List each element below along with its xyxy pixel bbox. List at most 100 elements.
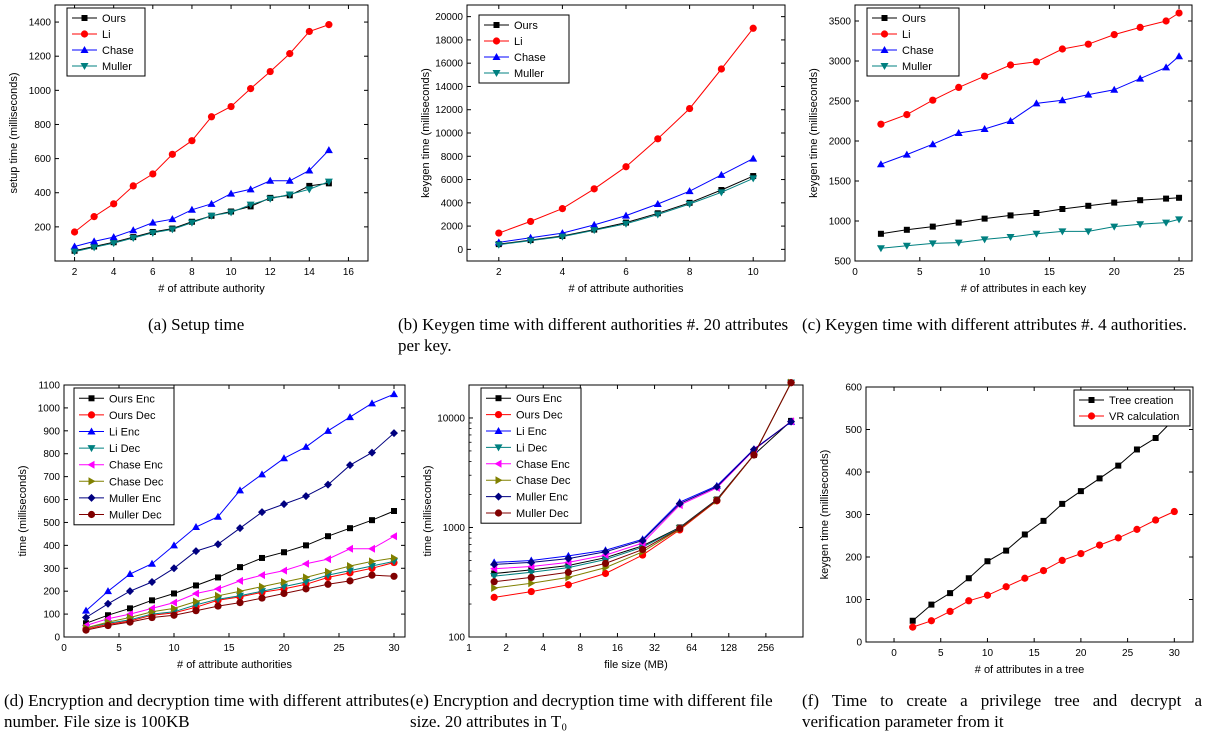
data-point — [750, 451, 757, 458]
data-point — [1033, 58, 1040, 65]
chart-3: 0 5 10 15 20 25500100015002000250030003500# o… — [808, 5, 1192, 295]
data-point — [877, 245, 885, 252]
data-point — [565, 581, 572, 588]
series-line — [499, 176, 753, 244]
legend-label: Muller Enc — [109, 493, 161, 505]
legend: OursLiChaseMuller — [867, 8, 959, 76]
data-point — [325, 146, 333, 153]
data-point — [491, 594, 498, 601]
data-point — [170, 564, 178, 572]
y-tick-label: 100 — [845, 595, 862, 606]
data-point — [591, 185, 598, 192]
data-point — [258, 508, 266, 516]
data-point — [1007, 117, 1015, 124]
chart-6: 0 5 10 15 20 25 300100200300400500600# of attr… — [819, 383, 1193, 677]
data-point — [984, 558, 990, 564]
legend-label: Li Enc — [516, 426, 547, 438]
legend-label: Ours — [102, 13, 126, 25]
data-point — [346, 413, 354, 420]
data-point — [169, 151, 176, 158]
data-point — [1040, 567, 1047, 574]
data-point — [347, 525, 353, 531]
x-tick-label: 256 — [758, 643, 775, 654]
legend-label: Ours Enc — [109, 393, 155, 405]
data-point — [965, 597, 972, 604]
y-tick-label: 500 — [834, 257, 851, 268]
legend-label: Muller Dec — [109, 510, 162, 522]
legend-marker — [493, 37, 500, 44]
series-line — [499, 159, 753, 243]
data-point — [302, 443, 310, 450]
x-tick-label: 12 — [265, 267, 277, 278]
y-tick-label: 8000 — [441, 152, 464, 163]
data-point — [676, 525, 683, 532]
y-axis-label: time (milliseconds) — [422, 465, 434, 556]
x-tick-label: 20 — [1109, 267, 1121, 278]
data-point — [966, 575, 972, 581]
data-point — [302, 560, 309, 568]
data-point — [1111, 31, 1118, 38]
data-point — [1175, 9, 1182, 16]
y-tick-label: 16000 — [435, 59, 463, 70]
x-tick-label: 8 — [578, 643, 584, 654]
y-tick-label: 1000 — [443, 523, 466, 534]
data-point — [236, 486, 244, 493]
data-point — [390, 573, 397, 580]
legend-label: Li — [514, 36, 523, 48]
data-point — [903, 151, 911, 158]
data-point — [390, 390, 398, 397]
legend-label: Tree creation — [1109, 395, 1173, 407]
legend-label: Chase — [514, 52, 546, 64]
data-point — [82, 627, 89, 634]
data-point — [528, 588, 535, 595]
y-axis-label: keygen time (milliseconds) — [420, 68, 432, 198]
y-tick-label: 14000 — [435, 82, 463, 93]
data-point — [1059, 206, 1065, 212]
caption-enc-dec-attributes: (d) Encryption and decryption time with … — [4, 690, 409, 732]
y-tick-label: 800 — [43, 449, 60, 460]
data-point — [171, 590, 177, 596]
legend-label: Chase Dec — [516, 475, 571, 487]
data-point — [528, 574, 535, 581]
y-tick-label: 3000 — [829, 57, 852, 68]
y-tick-label: 2000 — [829, 137, 852, 148]
y-tick-label: 1500 — [829, 177, 852, 188]
data-point — [236, 577, 243, 585]
y-tick-label: 200 — [43, 587, 60, 598]
x-tick-label: 10 — [982, 648, 994, 659]
y-tick-label: 100 — [448, 633, 465, 644]
x-tick-label: 30 — [388, 643, 400, 654]
data-point — [1085, 41, 1092, 48]
data-point — [1111, 200, 1117, 206]
data-point — [877, 160, 885, 167]
y-tick-label: 600 — [845, 383, 862, 394]
data-point — [1059, 501, 1065, 507]
data-point — [928, 617, 935, 624]
data-point — [622, 163, 629, 170]
y-axis-label: keygen time (milliseconds) — [819, 450, 831, 580]
data-point — [947, 590, 953, 596]
series-ours — [878, 195, 1182, 237]
data-point — [1085, 203, 1091, 209]
legend-marker — [881, 30, 888, 37]
y-tick-label: 10000 — [435, 129, 463, 140]
chart-4: 0 5 10 15 20 25 300100200300400500600700800900… — [17, 381, 405, 672]
data-point — [929, 140, 937, 147]
data-point — [982, 216, 988, 222]
data-point — [1152, 516, 1159, 523]
series-line — [75, 150, 329, 246]
chart-2: 2 4 6 8 100200040006000800010000120001400016… — [420, 5, 785, 295]
data-point — [1137, 197, 1143, 203]
data-point — [1008, 212, 1014, 218]
series-ours — [72, 180, 332, 253]
series-chase — [71, 146, 333, 249]
legend-marker — [82, 15, 88, 21]
data-point — [71, 228, 78, 235]
legend-label: Muller Dec — [516, 508, 569, 520]
series-ours — [496, 173, 756, 247]
y-tick-label: 600 — [43, 495, 60, 506]
series-line — [881, 219, 1179, 248]
y-tick-label: 2000 — [441, 222, 464, 233]
data-point — [236, 524, 244, 532]
